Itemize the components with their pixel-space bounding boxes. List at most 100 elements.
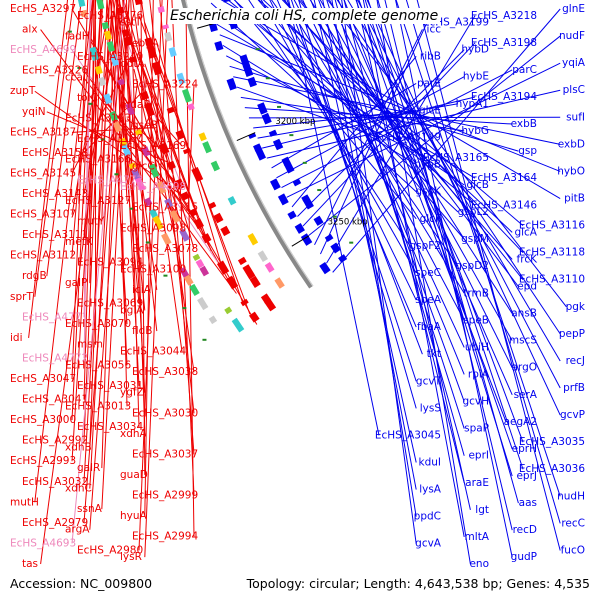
gene-label: nudH <box>557 490 585 502</box>
gene-label: fadH <box>65 30 90 42</box>
gene-label: EcHS_A3158 <box>22 147 88 159</box>
gene-connector <box>284 0 465 294</box>
gene-label: alx <box>22 24 38 36</box>
gene-label: exbB <box>511 118 537 130</box>
reverse-strand-gene <box>240 298 249 307</box>
gene-label: frcK <box>517 253 539 265</box>
gene-connector <box>337 0 513 395</box>
feature-block <box>189 283 200 297</box>
gene-connector <box>286 62 561 198</box>
forward-strand-gene <box>257 102 268 115</box>
forward-strand-gene <box>214 40 224 51</box>
forward-strand-gene <box>248 132 257 140</box>
gene-label: recJ <box>566 355 585 367</box>
gene-connector <box>117 9 128 201</box>
forward-strand-gene <box>223 0 231 3</box>
gene-connector <box>356 0 471 510</box>
gene-label: glnE <box>562 3 585 15</box>
gene-connector <box>159 0 195 455</box>
gene-label: gcvP <box>560 409 585 421</box>
gene-label: lysA <box>419 484 442 496</box>
ring-marker <box>332 215 337 218</box>
genome-summary-text: Topology: circular; Length: 4,643,538 bp… <box>246 576 590 591</box>
gene-label: exbD <box>558 138 585 150</box>
gene-label: iciA <box>132 284 152 296</box>
forward-strand-gene <box>281 156 291 166</box>
gene-connector <box>327 0 567 308</box>
gene-connector <box>118 0 140 386</box>
feature-block <box>96 0 105 10</box>
ring-marker <box>114 173 119 176</box>
gene-label: eprI <box>468 450 489 462</box>
gene-label: ribB <box>420 50 441 62</box>
gene-label: plsC <box>563 84 585 96</box>
gene-label: fbaA <box>417 321 442 333</box>
feature-block <box>264 262 275 273</box>
feature-block <box>161 232 172 246</box>
gene-label: EcHS_A2999 <box>132 489 198 501</box>
reverse-strand-gene <box>180 191 190 201</box>
gene-label: hyuA <box>120 510 148 522</box>
gene-label: gudP <box>511 551 537 563</box>
feature-block <box>247 232 259 246</box>
feature-block <box>274 277 285 289</box>
forward-strand-gene <box>268 129 278 137</box>
gene-connector <box>83 0 104 441</box>
gene-label: hybO <box>557 165 585 177</box>
gene-label: aas <box>519 497 537 509</box>
gene-connector <box>140 0 146 475</box>
gene-label: EcHS_A4698 <box>120 181 186 193</box>
gene-label: glcE <box>419 105 441 117</box>
gene-connector <box>110 0 128 366</box>
gene-connector <box>270 0 459 267</box>
ring-marker <box>302 161 307 164</box>
gene-label: kduI <box>419 456 442 468</box>
forward-strand-gene <box>226 77 237 91</box>
gene-connector <box>341 0 417 544</box>
feature-block <box>80 9 88 18</box>
gene-label: gspL2 <box>458 206 489 218</box>
gene-label: spaP <box>464 423 489 435</box>
gene-label: EcHS_A3098 <box>120 222 186 234</box>
feature-block <box>128 162 137 170</box>
gene-label: xdhB <box>65 442 92 454</box>
gene-connector <box>140 0 195 373</box>
reverse-strand-gene <box>207 201 217 210</box>
gene-label: EcHS_A4699 <box>10 44 76 56</box>
gene-connector <box>46 0 82 277</box>
gene-label: EcHS_A3297 <box>10 3 76 15</box>
feature-block <box>176 72 186 85</box>
gene-label: EcHS_A3037 <box>132 448 198 460</box>
gene-label: EcHS_A3100 <box>120 263 186 275</box>
gene-connector <box>83 0 92 359</box>
gene-connector <box>71 0 126 544</box>
reverse-strand-gene <box>237 256 247 266</box>
forward-strand-gene <box>319 262 331 275</box>
forward-strand-gene <box>247 76 257 88</box>
gene-connector <box>326 15 476 264</box>
gene-connector <box>149 0 195 414</box>
gene-label: galR <box>77 462 100 474</box>
reverse-strand-gene <box>225 275 239 290</box>
gene-label: EcHS_A3030 <box>132 407 198 419</box>
gene-connector <box>126 80 139 160</box>
gene-connector <box>40 0 116 565</box>
ring-marker <box>67 30 72 33</box>
ring-marker <box>182 307 187 310</box>
gene-label: EcHS_A3193 <box>65 113 131 125</box>
gene-label: EcHS_A3035 <box>519 436 585 448</box>
gene-connector <box>115 0 158 290</box>
feature-block <box>109 110 118 122</box>
gene-label: gspM <box>461 233 489 245</box>
gene-connector <box>229 65 519 152</box>
gene-label: EcHS_A3224 <box>132 78 198 90</box>
gene-label: gcvT <box>416 375 442 387</box>
gene-label: epd <box>517 281 537 293</box>
gene-label: EcHS_A3045 <box>375 429 441 441</box>
gene-label: EcHS_A3094 <box>77 257 143 269</box>
gene-label: sprT <box>10 291 33 303</box>
gene-label: ansB <box>511 308 537 320</box>
gene-label: argA <box>65 524 90 536</box>
forward-strand-gene <box>330 242 341 254</box>
